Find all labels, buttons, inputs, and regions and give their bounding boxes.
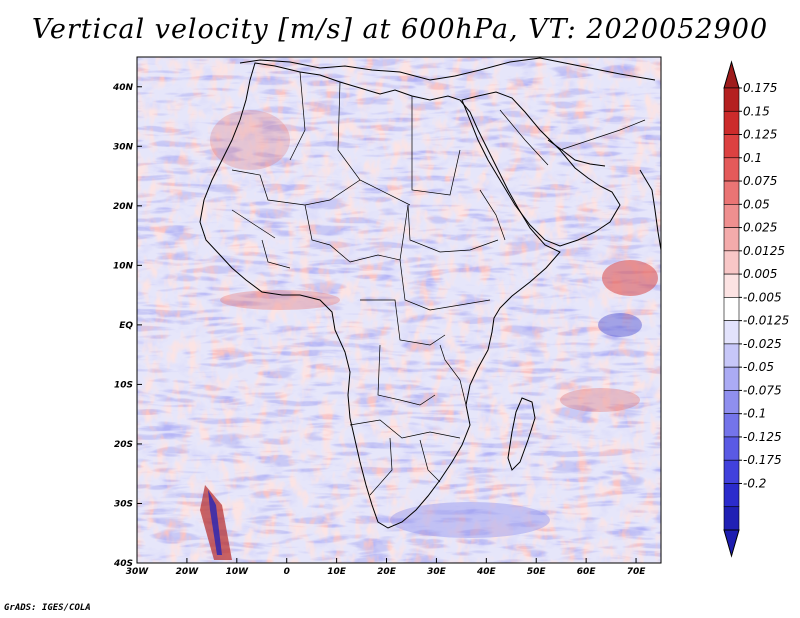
colorbar-swatch	[723, 436, 740, 461]
map-axes: 30W 20W 10W 0 10E 20E 30E 40E 50E 60E 70E 40N 30N 20N…	[112, 83, 646, 577]
colorbar-swatch	[723, 366, 740, 391]
africa-coastline	[199, 62, 561, 529]
colorbar-swatch	[723, 180, 740, 205]
colorbar-swatch	[723, 390, 740, 414]
x-tick-label: 20W	[176, 567, 200, 577]
colorbar-label: -0.075	[743, 383, 782, 397]
updraft-arabian-sea	[602, 260, 658, 296]
x-tick-label: 10E	[327, 567, 347, 577]
y-tick-label: 30S	[114, 499, 133, 509]
y-tick-label: EQ	[119, 321, 133, 331]
colorbar-label: -0.2	[743, 476, 766, 490]
colorbar-swatch	[723, 157, 740, 182]
colorbar-label: 0.025	[743, 221, 777, 235]
colorbar-max-arrow	[723, 60, 740, 89]
x-tick-label: 70E	[627, 567, 647, 577]
colorbar-label: -0.175	[743, 453, 782, 467]
colorbar-swatch	[723, 413, 740, 438]
y-tick-label: 10S	[114, 380, 133, 390]
x-tick-label: 0	[284, 567, 290, 577]
y-tick-label: 40N	[112, 83, 134, 93]
colorbar-label: 0.005	[743, 267, 777, 281]
colorbar-label: 0.0125	[743, 244, 785, 258]
madagascar-coastline	[507, 397, 536, 471]
x-tick-label: 20E	[377, 567, 397, 577]
colorbar-swatch	[723, 483, 740, 508]
y-tick-label: 20N	[113, 202, 134, 212]
colorbar-swatch	[723, 320, 740, 345]
colorbar-label: -0.005	[743, 290, 782, 304]
colorbar-label: -0.025	[743, 337, 782, 351]
colorbar-swatch	[723, 87, 740, 112]
india-coastline	[639, 169, 661, 251]
colorbar-min-arrow	[723, 529, 740, 558]
persian-gulf	[547, 139, 606, 167]
colorbar-swatch	[723, 506, 740, 531]
x-tick-label: 10W	[226, 567, 250, 577]
country-borders	[231, 71, 646, 496]
colorbar-label: -0.125	[743, 430, 782, 444]
x-tick-label: 50E	[527, 567, 547, 577]
downdraft-indian-ocean	[598, 313, 642, 337]
y-tick-label: 10N	[113, 261, 134, 271]
y-tick-label: 40S	[113, 559, 133, 569]
colorbar: 0.175 0.15 0.125 0.1 0.075 0.05 0.025 0.0125 0.0…	[723, 60, 789, 558]
coastlines	[199, 57, 661, 529]
colorbar-swatch	[723, 110, 740, 135]
downdraft-south-atlantic	[208, 490, 222, 555]
y-tick-label: 30N	[113, 142, 134, 152]
colorbar-label: 0.1	[743, 151, 762, 165]
colorbar-label: 0.075	[743, 174, 777, 188]
colorbar-swatch	[723, 134, 740, 159]
colorbar-label: -0.1	[743, 407, 766, 421]
arabia-coastline	[461, 91, 621, 247]
updraft-gulf-of-guinea	[220, 290, 340, 310]
downdraft-southern-ocean	[390, 502, 550, 538]
velocity-field	[137, 57, 661, 563]
europe-coastline	[239, 57, 656, 81]
colorbar-label: 0.175	[743, 81, 777, 95]
updraft-sahara	[210, 110, 290, 170]
y-tick-label: 20S	[114, 440, 133, 450]
x-tick-label: 60E	[577, 567, 597, 577]
colorbar-label: 0.05	[743, 197, 770, 211]
plot-frame	[136, 56, 662, 564]
colorbar-label: 0.15	[743, 104, 770, 118]
x-tick-label: 40E	[476, 567, 497, 577]
map-title: Vertical velocity [m/s] at 600hPa, VT: 2…	[31, 14, 769, 45]
colorbar-swatch	[723, 204, 740, 228]
updraft-south-indian-ocean	[560, 388, 640, 412]
x-tick-label: 30W	[126, 567, 150, 577]
grads-credit: GrADS: IGES/COLA	[4, 603, 91, 613]
colorbar-label: 0.125	[743, 128, 777, 142]
colorbar-label: -0.05	[743, 360, 774, 374]
colorbar-swatch	[723, 343, 740, 368]
colorbar-label: -0.0125	[743, 314, 789, 328]
colorbar-swatch	[723, 459, 740, 484]
colorbar-swatch	[723, 297, 740, 321]
x-tick-label: 30E	[427, 567, 447, 577]
colorbar-swatch	[723, 227, 740, 252]
colorbar-swatch	[723, 273, 740, 298]
colorbar-swatch	[723, 250, 740, 275]
